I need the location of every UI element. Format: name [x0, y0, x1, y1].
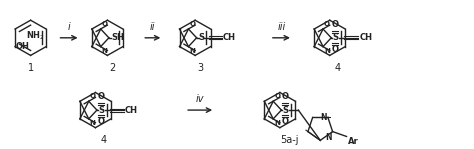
Text: 2: 2	[109, 63, 116, 73]
Text: CH: CH	[359, 33, 372, 42]
Text: O: O	[98, 117, 104, 126]
Text: N: N	[90, 120, 96, 126]
Text: O: O	[332, 45, 339, 54]
Text: iii: iii	[277, 22, 285, 32]
Text: OH: OH	[16, 42, 30, 51]
Text: O: O	[274, 93, 280, 99]
Text: S: S	[332, 33, 338, 42]
Text: O: O	[90, 93, 96, 99]
Text: N: N	[274, 120, 280, 126]
Text: N: N	[325, 133, 332, 142]
Text: iv: iv	[196, 94, 204, 104]
Text: 3: 3	[197, 63, 203, 73]
Text: O: O	[324, 21, 330, 27]
Text: N: N	[102, 48, 108, 54]
Text: S: S	[283, 106, 288, 115]
Text: 4: 4	[100, 135, 107, 145]
Text: 1: 1	[27, 63, 34, 73]
Text: O: O	[190, 21, 195, 27]
Text: O: O	[282, 117, 289, 126]
Text: CH: CH	[223, 33, 236, 42]
Text: ii: ii	[150, 22, 155, 32]
Text: N: N	[324, 48, 330, 54]
Text: O: O	[98, 92, 104, 101]
Text: Ar: Ar	[347, 137, 358, 146]
Text: O: O	[102, 21, 108, 27]
Text: 5a-j: 5a-j	[281, 135, 299, 145]
Text: O: O	[282, 92, 289, 101]
Text: SH: SH	[111, 33, 124, 42]
Text: N: N	[320, 113, 327, 122]
Text: 4: 4	[335, 63, 341, 73]
Text: O: O	[332, 20, 339, 29]
Text: i: i	[68, 22, 70, 32]
Text: NH$_2$: NH$_2$	[26, 30, 45, 42]
Text: S: S	[98, 106, 104, 115]
Text: S: S	[199, 33, 205, 42]
Text: N: N	[190, 48, 195, 54]
Text: CH: CH	[125, 106, 138, 115]
